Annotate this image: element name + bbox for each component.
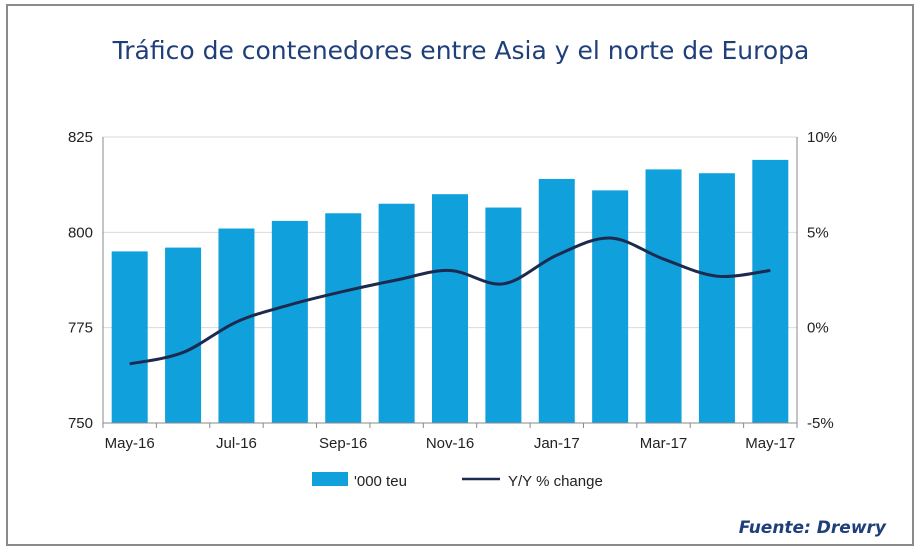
bar (645, 169, 682, 423)
chart-title: Tráfico de contenedores entre Asia y el … (112, 36, 810, 65)
x-tick-label: Sep-16 (319, 435, 367, 452)
y-right-tick-label: 5% (807, 224, 829, 241)
bar (111, 251, 148, 423)
y-left-tick-label: 825 (68, 129, 93, 146)
x-tick-label: May-17 (745, 435, 795, 452)
y-left-tick-label: 750 (68, 415, 93, 432)
legend: '000 teu Y/Y % change (312, 472, 603, 490)
x-tick-label: May-16 (105, 435, 155, 452)
bar (538, 178, 575, 423)
y-right-tick-label: 0% (807, 320, 829, 337)
y-left-tick-label: 775 (68, 320, 93, 337)
x-tick-label: Nov-16 (426, 435, 474, 452)
bar (325, 213, 362, 423)
bar (485, 207, 522, 423)
bar-series (111, 159, 789, 423)
bar (378, 203, 415, 423)
axes: 750 775 800 825 -5% 0% 5% 10% May-16 Jul-16 Sep-16… (68, 129, 837, 452)
legend-line-label: Y/Y % change (508, 473, 603, 490)
bar (432, 194, 468, 423)
bar (271, 220, 308, 423)
bar (752, 159, 789, 423)
y-left-tick-label: 800 (68, 224, 93, 241)
legend-bar-swatch (312, 472, 348, 486)
x-tick-label: Jan-17 (534, 435, 580, 452)
bar (165, 247, 202, 423)
x-tick-label: Jul-16 (216, 435, 257, 452)
bar (698, 173, 735, 423)
y-right-tick-label: -5% (807, 415, 834, 432)
bar (592, 190, 629, 423)
line-series (129, 236, 771, 366)
x-tick-label: Mar-17 (640, 435, 688, 452)
source-note: Fuente: Drewry (738, 518, 886, 538)
legend-bar-label: '000 teu (354, 473, 407, 490)
y-right-tick-label: 10% (807, 129, 837, 146)
bar (218, 228, 255, 423)
